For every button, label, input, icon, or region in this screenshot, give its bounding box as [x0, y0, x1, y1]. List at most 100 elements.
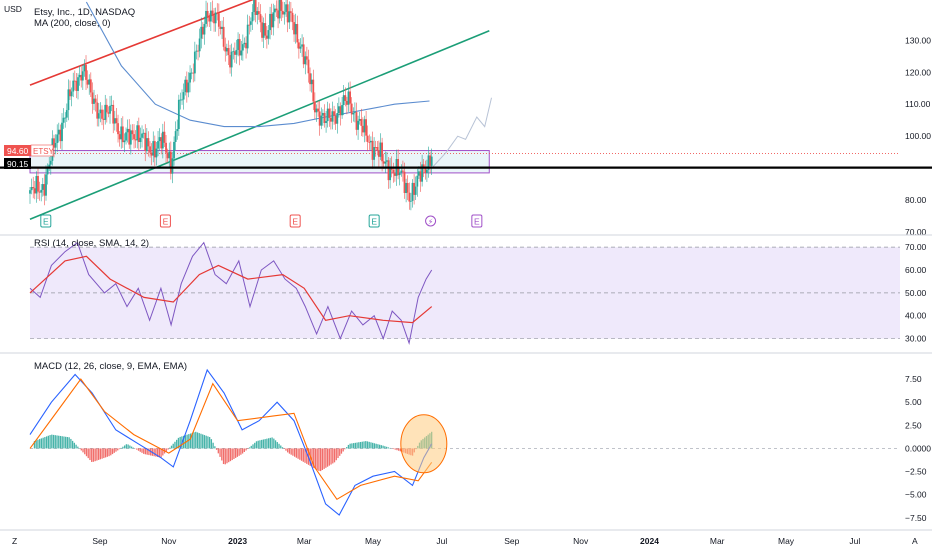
- candle-body: [302, 44, 305, 65]
- candle-body: [86, 79, 89, 85]
- highlight-ellipse[interactable]: [400, 414, 448, 474]
- candle-body: [69, 89, 71, 97]
- candle-body: [267, 30, 270, 39]
- candle-body: [181, 99, 183, 101]
- histogram-bar: [335, 448, 337, 461]
- candle-body: [379, 142, 382, 157]
- histogram-bar: [372, 442, 374, 449]
- candle-body: [182, 92, 185, 100]
- upper-trendline[interactable]: [29, 0, 272, 86]
- time-tick-label: Jul: [436, 536, 447, 546]
- histogram-bar: [313, 448, 315, 468]
- candle-body: [403, 171, 406, 193]
- histogram-bar: [54, 435, 56, 449]
- histogram-bar: [243, 448, 245, 452]
- candle-body: [121, 126, 124, 143]
- candle-body: [232, 51, 235, 53]
- candle-body: [80, 74, 83, 81]
- candle-body: [144, 132, 147, 151]
- macd-pane[interactable]: MACD (12, 26, close, 9, EMA, EMA) 7.50 5.…: [29, 361, 931, 523]
- candle-body: [331, 111, 334, 122]
- candle-body: [40, 189, 43, 193]
- histogram-bar: [241, 448, 244, 454]
- candle-body: [350, 103, 353, 115]
- candle-body: [161, 131, 164, 149]
- histogram-bar: [238, 448, 240, 456]
- candle-body: [221, 26, 223, 29]
- macd-tick-label: −7.50: [905, 513, 927, 523]
- time-axis[interactable]: Sep Nov 2023 Mar May Jul Sep Nov 2024 Mar May Jul: [92, 536, 860, 546]
- ma200-line: [85, 1, 430, 128]
- histogram-bar: [274, 440, 277, 449]
- candle-body: [281, 10, 284, 15]
- histogram-bar: [77, 446, 79, 449]
- candle-body: [312, 79, 315, 102]
- candles: [29, 0, 433, 211]
- histogram-bar: [359, 441, 362, 449]
- histogram-bar: [108, 448, 110, 457]
- candle-body: [101, 109, 103, 119]
- earnings-event-marker: [40, 214, 52, 228]
- candle-body: [376, 147, 379, 151]
- candle-body: [235, 49, 238, 55]
- candle-body: [349, 91, 351, 104]
- candle-body: [275, 8, 278, 11]
- candle-body: [419, 171, 422, 182]
- price-badge[interactable]: 94.60 ETSY: [4, 144, 55, 157]
- earnings-event-marker: [368, 214, 380, 228]
- candle-body: [366, 135, 369, 142]
- time-tick-label: Nov: [161, 536, 177, 546]
- candle-body: [193, 51, 196, 74]
- histogram-bar: [176, 439, 178, 449]
- candle-body: [301, 44, 303, 47]
- histogram-bar: [191, 432, 193, 449]
- candle-body: [352, 112, 355, 115]
- candle-body: [297, 42, 300, 49]
- candle-body: [369, 140, 372, 143]
- histogram-bar: [136, 448, 138, 450]
- time-tick-label: Nov: [573, 536, 589, 546]
- histogram-bar: [361, 441, 363, 449]
- candle-body: [309, 73, 311, 85]
- candle-body: [424, 167, 427, 174]
- histogram-bar: [130, 446, 133, 449]
- candle-body: [264, 23, 267, 36]
- histogram-bar: [113, 448, 115, 453]
- candle-body: [345, 100, 348, 105]
- histogram-bar: [80, 448, 82, 451]
- histogram-bar: [118, 448, 121, 450]
- rsi-pane[interactable]: RSI (14, close, SMA, 14, 2) 70.00 60.00 50…: [29, 238, 927, 346]
- candle-body: [209, 10, 212, 22]
- histogram-bar: [221, 448, 223, 461]
- currency-label: USD: [4, 4, 22, 14]
- candle-body: [198, 38, 201, 52]
- projection-line[interactable]: [431, 97, 492, 169]
- histogram-bar: [110, 448, 112, 456]
- candle-body: [224, 46, 227, 52]
- histogram-bar: [139, 448, 141, 452]
- support-badge[interactable]: 90.15: [4, 158, 31, 169]
- candle-body: [256, 11, 259, 15]
- price-pane[interactable]: E E E E ⚡ E Etsy, Inc., 1D, NASDAQ MA (200, c…: [0, 0, 932, 237]
- histogram-bar: [58, 435, 60, 449]
- lower-trendline[interactable]: [29, 30, 490, 220]
- histogram-bar: [115, 448, 117, 452]
- histogram-bar: [143, 448, 145, 454]
- candle-body: [406, 182, 409, 193]
- support-badge-value: 90.15: [7, 159, 29, 169]
- candle-body: [237, 39, 239, 50]
- candle-body: [75, 80, 78, 91]
- candle-body: [233, 51, 236, 55]
- histogram-bar: [373, 443, 376, 449]
- histogram-bar: [384, 446, 386, 449]
- histogram-bar: [252, 444, 254, 449]
- auto-scale-button[interactable]: A: [912, 536, 918, 546]
- histogram-bar: [99, 448, 102, 460]
- candle-body: [72, 80, 75, 92]
- time-tick-label: Sep: [92, 536, 107, 546]
- corner-z-button[interactable]: Z: [12, 536, 17, 546]
- candle-body: [41, 184, 44, 190]
- candle-body: [77, 77, 79, 91]
- rsi-ma-line: [29, 255, 433, 324]
- candle-body: [35, 175, 38, 194]
